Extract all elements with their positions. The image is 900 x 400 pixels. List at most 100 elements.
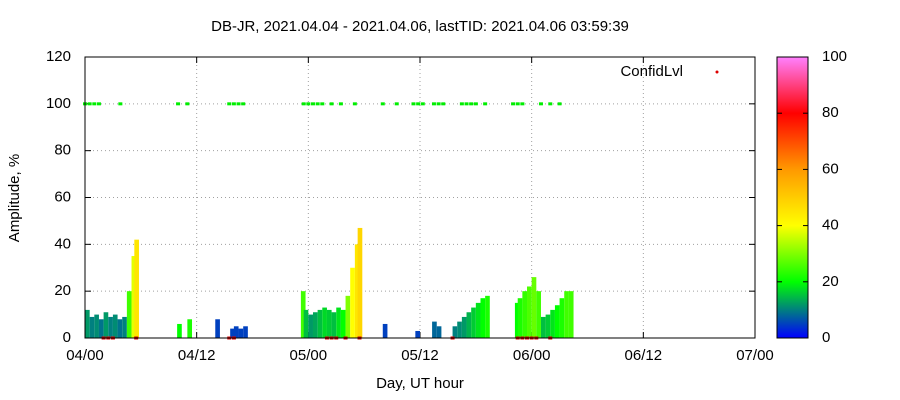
bar [485,295,490,338]
bar [243,326,248,338]
x-tick-label: 05/12 [401,347,439,364]
bar [475,302,481,338]
bar [89,316,95,338]
bar [131,256,137,338]
confid-point [92,102,97,106]
bar [230,328,235,338]
colorbar-tick-label: 40 [822,217,839,234]
bar [540,316,546,338]
bar [215,319,220,338]
bar [308,314,313,338]
confid-point [96,102,101,106]
confid-point [236,102,241,106]
bar [522,291,528,338]
confid-point [511,102,516,106]
bar [480,298,486,338]
bar [457,321,462,338]
bar [461,316,467,338]
bar [531,277,537,338]
y-tick-label: 120 [46,48,71,65]
confid-point [118,102,123,106]
bar [550,309,555,338]
confid-point [338,102,343,106]
confid-point [380,102,385,106]
colorbar-tick-label: 60 [822,160,839,177]
x-axis-label: Day, UT hour [376,375,464,392]
colorbar [776,56,809,339]
confid-point [416,102,421,106]
bar [452,326,458,338]
legend-marker [715,70,719,74]
x-tick-label: 04/00 [66,347,104,364]
chart-title: DB-JR, 2021.04.04 - 2021.04.06, lastTID:… [211,18,629,35]
confid-point [515,102,520,106]
bar [177,323,182,338]
bar [545,314,551,338]
colorbar-tick-label: 80 [822,104,839,121]
bar [466,312,472,338]
bar [134,239,139,338]
x-tick-label: 05/00 [290,347,328,364]
bar [117,319,123,338]
colorbar-tick-label: 0 [822,329,830,346]
x-tick-label: 04/12 [178,347,216,364]
bar [340,309,346,338]
bar [536,291,541,338]
bar [336,307,341,338]
colorbar-tick-label: 20 [822,273,839,290]
bar [357,227,363,338]
x-tick-label: 07/00 [736,347,774,364]
bar [436,326,442,338]
confid-point [548,102,553,106]
confid-point [483,102,488,106]
bar [98,319,104,338]
bar [554,305,560,338]
y-tick-label: 60 [54,188,71,205]
confid-point [315,102,320,106]
y-axis-label: Amplitude, % [6,154,23,242]
confid-point [185,102,190,106]
bar [415,330,420,338]
confid-point [420,102,425,106]
bar [350,267,355,338]
confid-point [329,102,334,106]
confid-point [306,102,311,106]
confid-point [176,102,181,106]
bar [238,328,244,338]
confid-point [227,102,232,106]
plot-frame [84,56,756,339]
confid-point [301,102,306,106]
confid-point [352,102,357,106]
bar [94,314,99,338]
bar [108,316,113,338]
y-tick-label: 40 [54,235,71,252]
bar [326,309,332,338]
bar [233,326,239,338]
confid-point [310,102,315,106]
y-tick-label: 80 [54,142,71,159]
bar [112,314,118,338]
confid-point [520,102,525,106]
y-tick-label: 0 [63,329,71,346]
bar [187,319,193,338]
confid-point [557,102,562,106]
confid-point [464,102,469,106]
confid-point [231,102,236,106]
confid-point [87,102,92,106]
bar [126,291,132,338]
confid-point [431,102,436,106]
bar [354,244,360,338]
bar [517,298,523,338]
bar [303,309,309,338]
confid-point [441,102,446,106]
y-tick-label: 100 [46,95,71,112]
bar [345,295,351,338]
x-tick-label: 06/12 [625,347,663,364]
bar [331,312,337,338]
bar [85,309,90,338]
bar [103,312,109,338]
confid-point [394,102,399,106]
x-tick-label: 06/00 [513,347,551,364]
confid-point [459,102,464,106]
